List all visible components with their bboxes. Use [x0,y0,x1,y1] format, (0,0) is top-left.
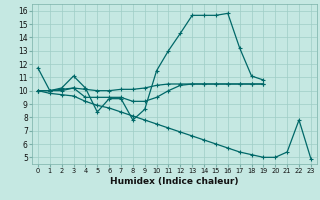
X-axis label: Humidex (Indice chaleur): Humidex (Indice chaleur) [110,177,239,186]
